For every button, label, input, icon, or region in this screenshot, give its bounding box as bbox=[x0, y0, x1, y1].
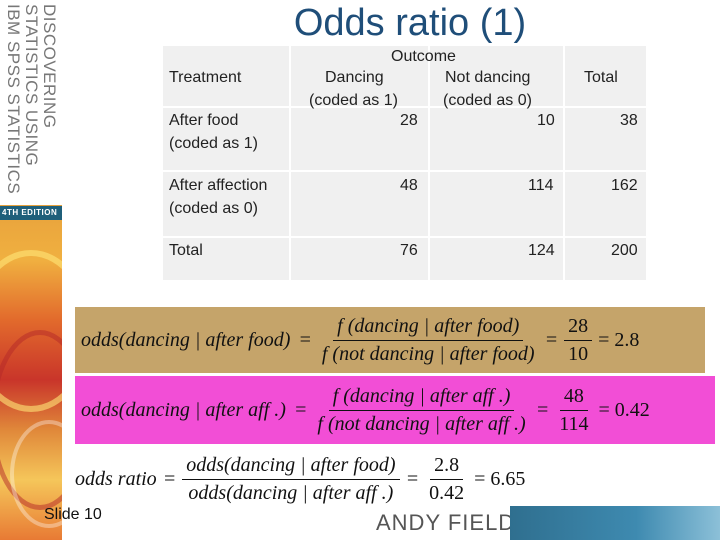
fraction-denominator: f (not dancing | after food) bbox=[321, 342, 535, 365]
not-dancing-header: Not dancing bbox=[445, 69, 531, 86]
author-logo: ANDY FIELD bbox=[376, 510, 516, 535]
odds-fraction: odds(dancing | after food) odds(dancing … bbox=[182, 454, 400, 505]
slide-title: Odds ratio (1) bbox=[293, 2, 527, 44]
outcome-header: Outcome bbox=[391, 48, 456, 65]
value-fraction: 2.8 0.42 bbox=[425, 454, 468, 505]
frequency-fraction: f (dancing | after food) f (not dancing … bbox=[318, 315, 539, 366]
table-divider bbox=[289, 46, 291, 280]
book-title-line-1: DISCOVERING bbox=[40, 4, 59, 129]
formula-result: = 0.42 bbox=[598, 398, 650, 421]
row-code: (coded as 0) bbox=[169, 200, 258, 217]
cell-not-dancing: 114 bbox=[528, 177, 554, 194]
row-code: (coded as 1) bbox=[169, 135, 258, 152]
odds-after-affection-formula: odds(dancing | after aff .) = f (dancing… bbox=[75, 376, 715, 444]
fraction-numerator: 2.8 bbox=[430, 454, 464, 480]
frequency-fraction: f (dancing | after aff .) f (not dancing… bbox=[313, 385, 529, 436]
book-title-line-2: STATISTICS USING bbox=[22, 4, 41, 167]
equals-sign: = bbox=[535, 398, 550, 421]
fraction-denominator: 10 bbox=[568, 342, 589, 365]
odds-ratio-formula: odds ratio = odds(dancing | after food) … bbox=[75, 448, 605, 510]
odds-after-food-formula: odds(dancing | after food) = f (dancing … bbox=[75, 307, 705, 373]
fraction-numerator: 48 bbox=[559, 385, 588, 411]
contingency-table: Outcome Treatment Dancing (coded as 1) N… bbox=[163, 46, 646, 280]
equals-sign: = bbox=[293, 398, 308, 421]
slide-number: Slide 10 bbox=[44, 506, 102, 523]
value-fraction: 28 10 bbox=[564, 315, 593, 366]
edition-band bbox=[0, 206, 62, 220]
fraction-denominator: 0.42 bbox=[429, 481, 465, 504]
dancing-header: Dancing bbox=[325, 69, 384, 86]
formula-lhs: odds ratio bbox=[75, 467, 157, 490]
equals-sign: = bbox=[405, 467, 420, 490]
row-label: Total bbox=[169, 242, 203, 259]
cell-dancing: 28 bbox=[400, 112, 418, 129]
formula-result: = 6.65 bbox=[474, 467, 526, 490]
cell-total: 162 bbox=[611, 177, 638, 194]
corner-decoration bbox=[510, 506, 720, 540]
formula-lhs: odds(dancing | after aff .) bbox=[81, 398, 286, 421]
table-divider bbox=[563, 46, 565, 280]
fraction-denominator: odds(dancing | after aff .) bbox=[188, 481, 394, 504]
cell-dancing: 48 bbox=[400, 177, 418, 194]
fraction-numerator: 28 bbox=[564, 315, 593, 341]
fraction-denominator: 114 bbox=[559, 412, 589, 435]
cell-total: 38 bbox=[620, 112, 638, 129]
row-label: After food bbox=[169, 112, 239, 129]
equals-sign: = bbox=[544, 328, 559, 351]
equals-sign: = bbox=[162, 467, 177, 490]
value-fraction: 48 114 bbox=[555, 385, 592, 436]
fraction-numerator: f (dancing | after food) bbox=[333, 315, 524, 341]
table-divider bbox=[163, 236, 646, 238]
fraction-denominator: f (not dancing | after aff .) bbox=[317, 412, 526, 435]
treatment-header: Treatment bbox=[169, 69, 242, 86]
not-dancing-code: (coded as 0) bbox=[443, 92, 532, 109]
dancing-code: (coded as 1) bbox=[309, 92, 398, 109]
book-edition: 4TH EDITION bbox=[2, 208, 58, 217]
formula-lhs: odds(dancing | after food) bbox=[81, 328, 291, 351]
fraction-numerator: f (dancing | after aff .) bbox=[328, 385, 515, 411]
table-divider bbox=[163, 106, 646, 108]
row-label: After affection bbox=[169, 177, 268, 194]
fraction-numerator: odds(dancing | after food) bbox=[182, 454, 400, 480]
book-title-line-3: IBM SPSS STATISTICS bbox=[4, 4, 23, 195]
book-cover-spine: 4TH EDITION DISCOVERING STATISTICS USING… bbox=[0, 0, 62, 540]
total-header: Total bbox=[584, 69, 618, 86]
cell-not-dancing: 10 bbox=[537, 112, 555, 129]
cell-dancing: 76 bbox=[400, 242, 418, 259]
cell-total: 200 bbox=[611, 242, 638, 259]
equals-sign: = bbox=[298, 328, 312, 351]
table-divider bbox=[163, 170, 646, 172]
cell-not-dancing: 124 bbox=[528, 242, 555, 259]
table-divider bbox=[428, 46, 430, 280]
formula-result: = 2.8 bbox=[598, 328, 640, 351]
